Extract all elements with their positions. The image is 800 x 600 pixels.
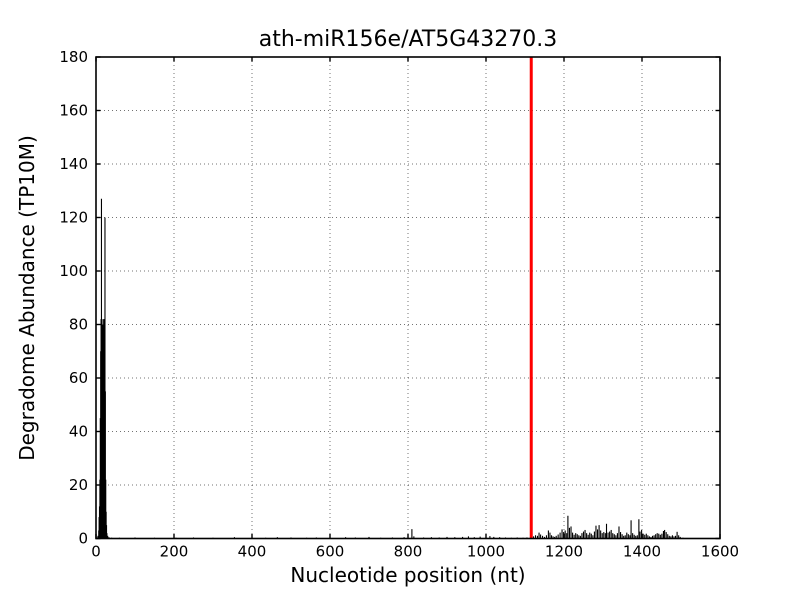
- y-tick-label: 20: [69, 476, 88, 494]
- x-tick-label: 0: [91, 543, 101, 561]
- x-tick-label: 1400: [623, 543, 661, 561]
- y-tick-label: 80: [69, 316, 88, 334]
- y-tick-label: 180: [59, 48, 88, 66]
- y-tick-label: 120: [59, 209, 88, 227]
- x-tick-label: 1000: [467, 543, 505, 561]
- x-tick-label: 200: [160, 543, 189, 561]
- y-tick-label: 40: [69, 423, 88, 441]
- y-tick-label: 100: [59, 262, 88, 280]
- y-tick-label: 160: [59, 102, 88, 120]
- x-tick-label: 1200: [545, 543, 583, 561]
- y-tick-label: 0: [78, 530, 88, 548]
- chart-title: ath-miR156e/AT5G43270.3: [258, 27, 558, 52]
- y-axis-label: Degradome Abundance (TP10M): [15, 135, 39, 461]
- x-tick-label: 1600: [701, 543, 739, 561]
- x-tick-label: 600: [316, 543, 345, 561]
- y-tick-label: 140: [59, 155, 88, 173]
- x-tick-label: 800: [394, 543, 423, 561]
- x-axis-label: Nucleotide position (nt): [290, 563, 526, 587]
- x-tick-label: 400: [238, 543, 267, 561]
- y-tick-label: 60: [69, 369, 88, 387]
